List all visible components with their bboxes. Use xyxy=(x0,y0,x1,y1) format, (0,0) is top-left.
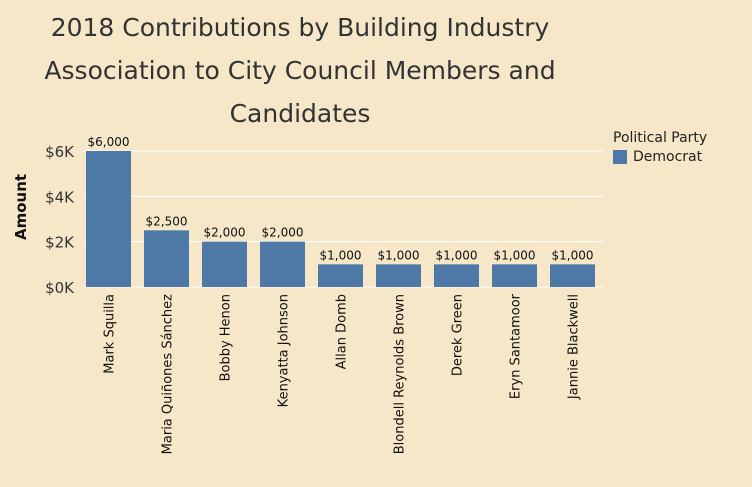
y-tick-label: $0K xyxy=(45,279,75,297)
y-axis-ticks: $0K $2K $4K $6K xyxy=(45,143,75,297)
legend: Political Party Democrat xyxy=(613,130,707,165)
chart-title-line-1: 2018 Contributions by Building Industry xyxy=(50,13,550,42)
data-label: $1,000 xyxy=(378,248,420,262)
x-category-label: Blondell Reynolds Brown xyxy=(393,294,408,454)
y-tick-label: $4K xyxy=(45,188,75,206)
data-label: $2,000 xyxy=(204,226,246,240)
x-category-label: Mark Squilla xyxy=(103,294,118,374)
x-category-label: Eryn Santamoor xyxy=(509,293,524,399)
data-label: $1,000 xyxy=(436,248,478,262)
bar[interactable] xyxy=(86,151,131,287)
legend-label: Democrat xyxy=(633,149,703,165)
legend-item-democrat[interactable]: Democrat xyxy=(613,149,707,165)
bar[interactable] xyxy=(492,264,537,287)
legend-title: Political Party xyxy=(613,130,708,146)
data-labels: $6,000 $2,500 $2,000 $2,000 $1,000 $1,000 $1,0… xyxy=(88,135,594,262)
bar[interactable] xyxy=(144,230,189,287)
data-label: $2,000 xyxy=(262,226,304,240)
bar[interactable] xyxy=(550,264,595,287)
chart-title-line-3: Candidates xyxy=(229,99,371,128)
bar[interactable] xyxy=(434,264,479,287)
x-category-label: Jannie Blackwell xyxy=(567,294,582,400)
bar[interactable] xyxy=(376,264,421,287)
bars xyxy=(86,151,595,287)
legend-swatch xyxy=(613,150,627,164)
bar[interactable] xyxy=(202,241,247,287)
x-category-label: Bobby Henon xyxy=(219,294,234,381)
x-category-label: Kenyatta Johnson xyxy=(277,294,292,407)
x-category-label: Derek Green xyxy=(451,294,466,376)
x-category-label: Maria Quiñones Sánchez xyxy=(161,294,176,454)
y-tick-label: $2K xyxy=(45,234,75,252)
bar[interactable] xyxy=(260,241,305,287)
data-label: $6,000 xyxy=(88,135,130,149)
y-tick-label: $6K xyxy=(45,143,75,161)
chart-title-line-2: Association to City Council Members and xyxy=(44,56,556,85)
x-category-label: Allan Domb xyxy=(335,294,350,369)
bar[interactable] xyxy=(318,264,363,287)
data-label: $1,000 xyxy=(552,248,594,262)
data-label: $1,000 xyxy=(494,248,536,262)
y-axis-title: Amount xyxy=(12,174,30,240)
chart-title: 2018 Contributions by Building Industry … xyxy=(0,6,600,135)
data-label: $1,000 xyxy=(320,248,362,262)
data-label: $2,500 xyxy=(146,214,188,228)
x-axis-categories: Mark Squilla Maria Quiñones Sánchez Bobby … xyxy=(103,293,582,454)
